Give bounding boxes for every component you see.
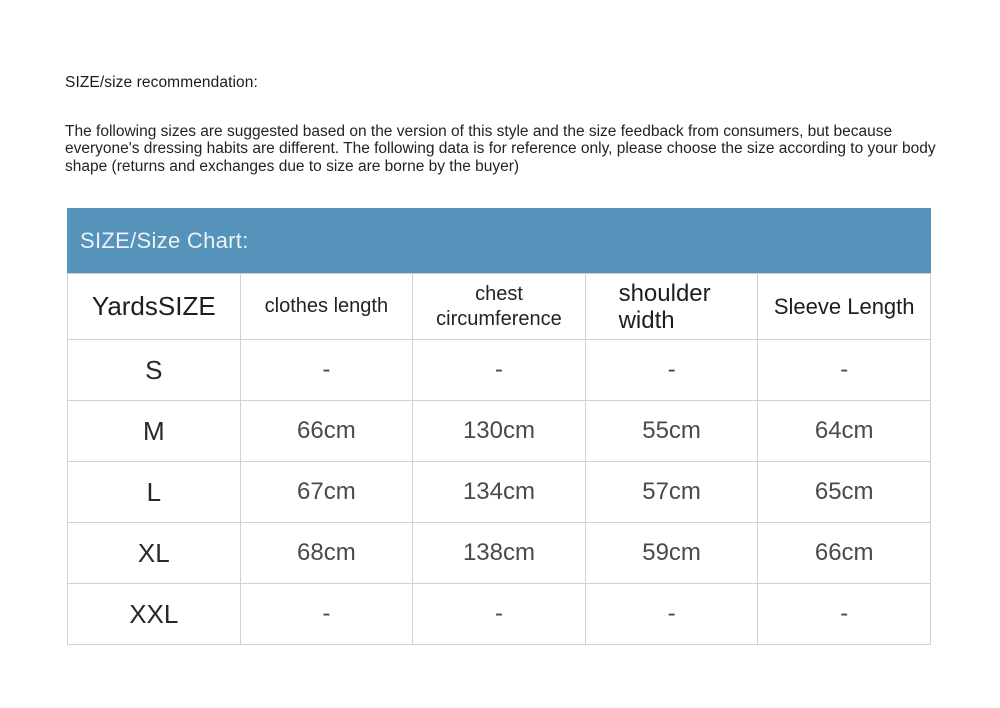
size-label-cell: XXL [67, 583, 241, 645]
table-row-xxl: XXL - - - - [67, 583, 931, 645]
table-row-s: S - - - - [67, 339, 931, 401]
size-chart-title: SIZE/Size Chart: [80, 227, 249, 253]
table-row-m: M 66cm 130cm 55cm 64cm [67, 400, 931, 462]
shoulder-width-label: shoulder width [618, 279, 711, 334]
size-chart-title-bar: SIZE/Size Chart: [67, 208, 931, 273]
column-header-sleeve-length: Sleeve Length [757, 273, 931, 340]
clothes-length-cell: - [239, 339, 414, 401]
column-header-shoulder-width: shoulder width [584, 273, 759, 340]
sleeve-length-cell: 65cm [757, 461, 931, 523]
table-header-row: YardsSIZE clothes length chest circumfer… [67, 273, 931, 340]
column-header-chest-circumference: chest circumference [412, 273, 586, 340]
sleeve-length-cell: 66cm [757, 522, 931, 584]
size-recommendation-paragraph: The following sizes are suggested based … [65, 123, 936, 175]
shoulder-width-cell: 57cm [584, 461, 759, 523]
size-label-cell: M [67, 400, 241, 462]
chest-circumference-cell: 134cm [412, 461, 586, 523]
chest-circumference-cell: - [412, 339, 586, 401]
chest-circumference-cell: 130cm [412, 400, 586, 462]
clothes-length-cell: 66cm [239, 400, 414, 462]
clothes-length-cell: - [239, 583, 414, 645]
table-row-l: L 67cm 134cm 57cm 65cm [67, 461, 931, 523]
sleeve-length-cell: 64cm [757, 400, 931, 462]
column-header-clothes-length: clothes length [239, 273, 414, 340]
size-recommendation-heading: SIZE/size recommendation: [65, 74, 258, 91]
shoulder-width-cell: - [584, 339, 759, 401]
shoulder-width-cell: 59cm [584, 522, 759, 584]
size-chart-section: SIZE/Size Chart: YardsSIZE clothes lengt… [67, 208, 931, 645]
chest-circumference-cell: - [412, 583, 586, 645]
size-label-cell: L [67, 461, 241, 523]
sleeve-length-cell: - [757, 583, 931, 645]
shoulder-width-cell: - [584, 583, 759, 645]
column-header-yards-size: YardsSIZE [67, 273, 241, 340]
sleeve-length-cell: - [757, 339, 931, 401]
chest-circumference-cell: 138cm [412, 522, 586, 584]
table-row-xl: XL 68cm 138cm 59cm 66cm [67, 522, 931, 584]
size-label-cell: XL [67, 522, 241, 584]
clothes-length-cell: 67cm [239, 461, 414, 523]
size-chart-table: YardsSIZE clothes length chest circumfer… [67, 273, 931, 645]
size-label-cell: S [67, 339, 241, 401]
shoulder-width-cell: 55cm [584, 400, 759, 462]
clothes-length-cell: 68cm [239, 522, 414, 584]
